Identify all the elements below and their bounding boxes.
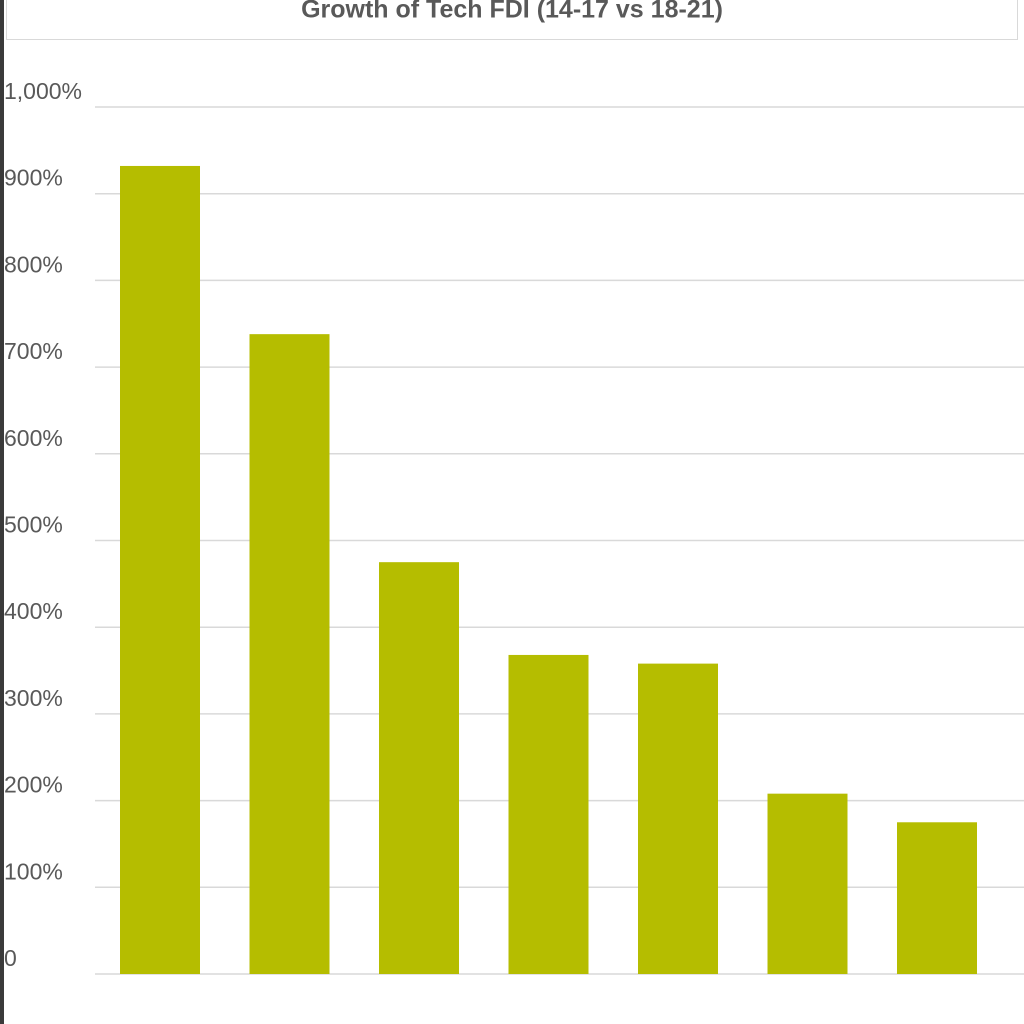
y-tick-label: 500%	[4, 512, 63, 538]
bar-1	[120, 165, 200, 974]
bar-7	[897, 822, 977, 974]
bar-6	[767, 793, 848, 974]
title-box: Growth of Tech FDI (14-17 vs 18-21)	[6, 0, 1018, 40]
y-tick-label: 800%	[4, 251, 63, 277]
bar-3	[379, 562, 459, 974]
y-tick-label: 1,000%	[4, 78, 82, 104]
y-tick-label: 0	[4, 945, 17, 971]
y-axis-tick-labels: 0 100% 200% 300% 400% 500% 600% 700% 800% 900% 1,0…	[4, 78, 82, 971]
y-tick-label: 900%	[4, 165, 63, 191]
bars	[120, 165, 977, 974]
left-border	[0, 0, 4, 1024]
y-tick-label: 700%	[4, 338, 63, 364]
bar-2	[249, 334, 330, 974]
chart-title: Growth of Tech FDI (14-17 vs 18-21)	[301, 0, 723, 24]
y-tick-label: 400%	[4, 598, 63, 624]
y-tick-label: 600%	[4, 425, 63, 451]
bar-4	[508, 654, 589, 974]
y-tick-label: 300%	[4, 685, 63, 711]
y-tick-label: 100%	[4, 858, 63, 884]
bar-5	[638, 663, 718, 974]
y-tick-label: 200%	[4, 772, 63, 798]
